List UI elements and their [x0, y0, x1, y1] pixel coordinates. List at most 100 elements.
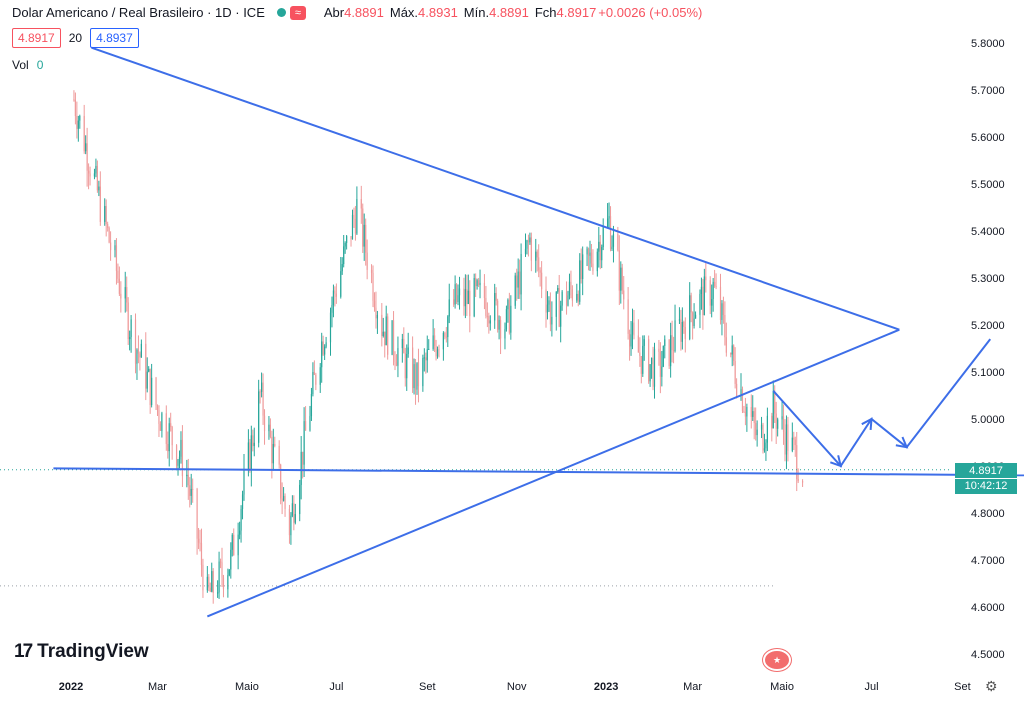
candle-body [181, 439, 184, 477]
candle-body [401, 338, 403, 349]
candle-body [344, 242, 346, 247]
candle-body [373, 300, 376, 308]
candle-body [243, 469, 245, 495]
candle-body [765, 442, 767, 449]
candle-body [416, 362, 418, 390]
candle-body [392, 320, 395, 356]
candle-body [571, 289, 574, 301]
candle-body [280, 464, 282, 499]
volume-value: 0 [36, 58, 44, 72]
legend-header: Dolar Americano / Real Brasileiro · 1D ·… [12, 5, 704, 20]
candle-body [612, 233, 615, 247]
volume-legend: Vol 0 [12, 58, 43, 72]
candle-body [353, 214, 355, 219]
candle-body [178, 456, 181, 460]
candle-body [702, 286, 704, 316]
candle-body [680, 319, 682, 342]
candle-body [107, 223, 109, 228]
candle-body [309, 416, 311, 431]
candle-body [548, 300, 550, 305]
candle-body [165, 413, 167, 444]
candle-body [365, 224, 367, 253]
gear-icon[interactable]: ⚙ [985, 678, 998, 694]
candle-body [640, 356, 642, 374]
spread-value: 20 [68, 31, 83, 45]
candle-body [598, 241, 600, 252]
candle-body [343, 246, 345, 265]
tradingview-logo[interactable]: 17 TradingView [14, 641, 149, 663]
us-flag-icon[interactable]: ★ [763, 649, 791, 671]
candle-body [136, 349, 138, 364]
candle-body [290, 515, 292, 536]
volume-label: Vol [12, 58, 29, 72]
candle-body [658, 348, 660, 352]
candle-body [448, 299, 450, 317]
candle-body [639, 352, 641, 357]
candle-body [239, 530, 241, 535]
candle-body [382, 331, 384, 336]
candle-body [668, 339, 670, 367]
candle-body [363, 224, 365, 247]
symbol-title[interactable]: Dolar Americano / Real Brasileiro · 1D ·… [12, 5, 265, 20]
candle-body [149, 368, 151, 406]
candle-body [648, 339, 650, 382]
candle-body [167, 443, 169, 452]
candle-body [351, 214, 354, 240]
candle-body [756, 429, 758, 436]
candle-body [186, 474, 188, 477]
candle-body [497, 300, 499, 330]
price-axis: 5.8000 5.7000 5.6000 5.5000 5.4000 5.3000 5.20… [971, 38, 1005, 661]
candle-body [120, 293, 122, 299]
candle-body [524, 248, 527, 254]
candle-body [258, 391, 260, 443]
candle-body [630, 334, 632, 347]
candle-body [282, 495, 285, 501]
candle-body [124, 287, 126, 299]
candle-body [753, 411, 755, 424]
low-value: 4.8891 [489, 5, 529, 20]
candle-body [218, 561, 220, 593]
candle-body [146, 371, 148, 389]
candle-body [252, 435, 254, 447]
candle-body [463, 288, 465, 307]
candle-body [104, 206, 106, 222]
candle-body [538, 257, 540, 271]
buy-button[interactable]: 4.8937 [90, 28, 139, 48]
candle-body [466, 289, 468, 304]
candle-body [592, 263, 594, 272]
compare-toggle-icon[interactable]: ≈ [289, 5, 306, 20]
candle-body [168, 423, 170, 452]
candle-body [170, 423, 172, 428]
candle-body [627, 299, 629, 334]
candle-body [611, 246, 613, 250]
candle-body [609, 216, 612, 250]
y-tick-label: 4.7000 [971, 555, 1005, 567]
candle-body [387, 316, 389, 355]
projection-arrowhead [895, 436, 909, 449]
candle-body [155, 377, 157, 406]
candle-body [699, 293, 701, 315]
candle-body [228, 569, 230, 576]
candle-body [219, 561, 222, 563]
candle-body [565, 291, 568, 306]
candlesticks [73, 90, 804, 604]
candle-body [693, 318, 695, 327]
candle-body [498, 319, 500, 330]
candle-body [406, 354, 408, 379]
candle-body [464, 289, 466, 307]
candle-body [139, 353, 141, 358]
candle-body [793, 437, 795, 440]
candle-body [381, 314, 383, 336]
candle-body [428, 348, 430, 350]
candle-body [475, 277, 477, 287]
candle-body [774, 391, 776, 414]
candle-body [555, 291, 557, 317]
candle-body [674, 320, 676, 352]
sell-button[interactable]: 4.8917 [12, 28, 61, 48]
candle-body [670, 335, 672, 367]
x-tick-label: Maio [235, 681, 259, 693]
y-tick-label: 5.3000 [971, 273, 1005, 285]
candle-body [527, 240, 530, 243]
candle-body [394, 355, 396, 363]
